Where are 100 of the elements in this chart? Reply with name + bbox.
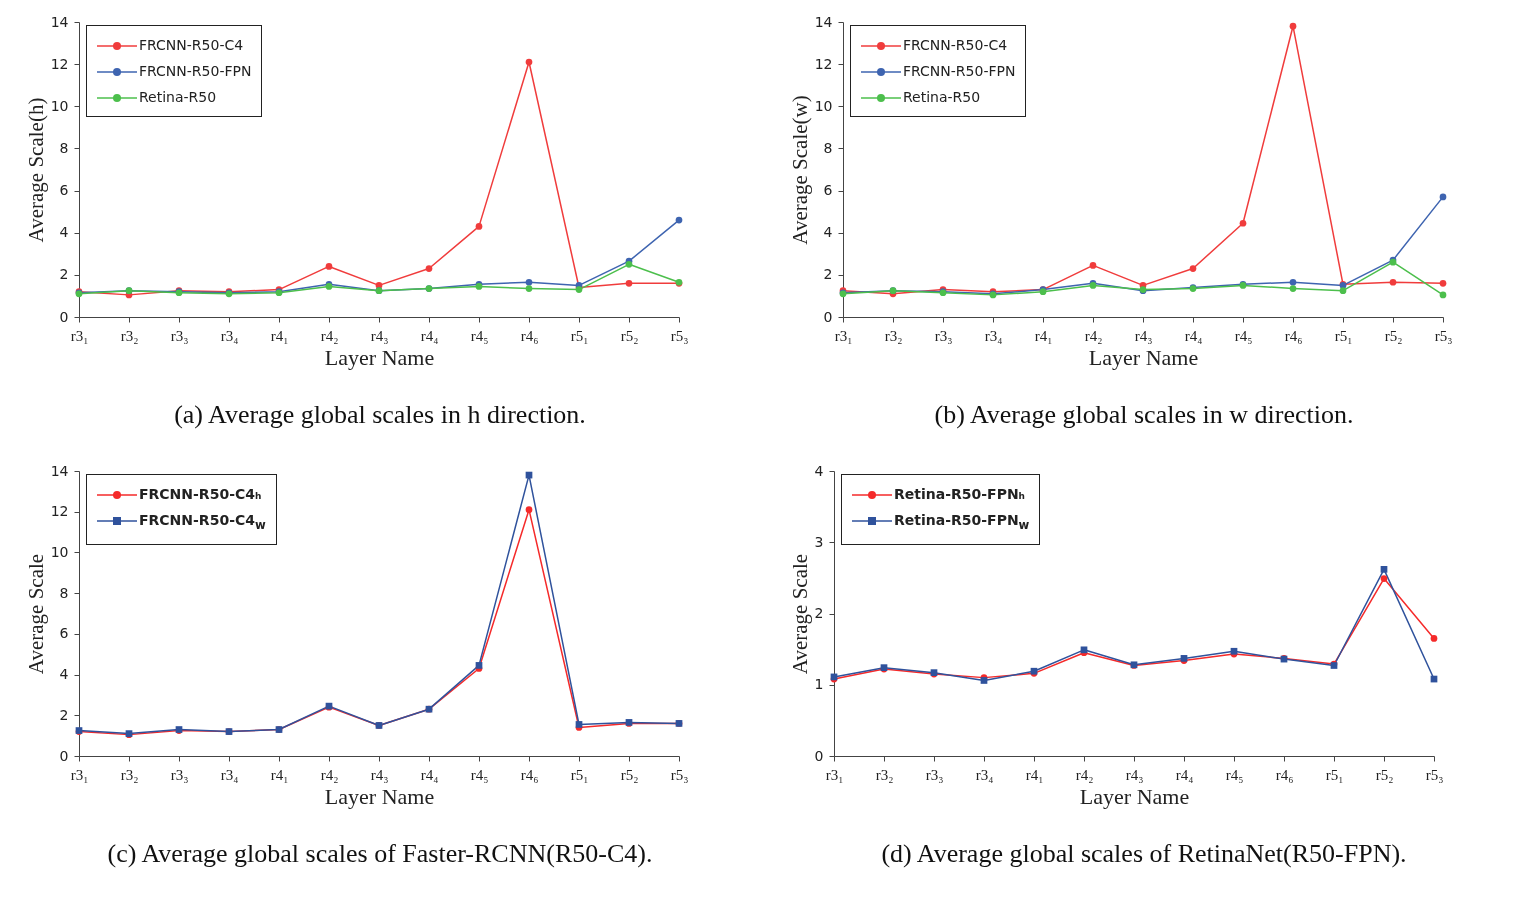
y-tick-label: 4 bbox=[814, 462, 824, 479]
y-tick-label: 14 bbox=[50, 462, 69, 479]
x-tick-label: r5₂ bbox=[1384, 327, 1403, 344]
y-tick-label: 2 bbox=[59, 706, 69, 723]
y-tick-label: 8 bbox=[59, 584, 69, 601]
y-tick-label: 4 bbox=[59, 224, 69, 241]
x-tick-label: r5₃ bbox=[1425, 766, 1444, 783]
y-tick-label: 6 bbox=[59, 182, 69, 199]
x-axis-title: Layer Name bbox=[324, 783, 435, 809]
y-tick-label: 0 bbox=[59, 308, 69, 325]
y-tick-label: 8 bbox=[59, 139, 69, 156]
x-tick-label: r3₃ bbox=[170, 327, 189, 344]
x-tick-label: r3₃ bbox=[170, 766, 189, 783]
x-tick-label: r4₅ bbox=[1225, 766, 1244, 783]
x-tick-label: r5₁ bbox=[1325, 766, 1344, 783]
x-tick-label: r4₆ bbox=[1284, 327, 1303, 344]
y-tick-label: 1 bbox=[814, 676, 824, 693]
x-tick-label: r4₄ bbox=[1184, 327, 1203, 344]
legend-label: Retina-R50 bbox=[903, 89, 981, 105]
x-tick-label: r3₃ bbox=[925, 766, 944, 783]
y-tick-label: 4 bbox=[823, 224, 833, 241]
y-tick-label: 14 bbox=[50, 13, 69, 30]
x-tick-label: r3₁ bbox=[825, 766, 844, 783]
y-tick-label: 10 bbox=[50, 543, 69, 560]
y-tick-label: 12 bbox=[50, 503, 69, 520]
y-tick-label: 10 bbox=[50, 97, 69, 114]
y-axis-title: Average Scale bbox=[787, 553, 812, 675]
y-tick-label: 12 bbox=[814, 55, 833, 72]
x-tick-label: r5₂ bbox=[1375, 766, 1394, 783]
text: (b) Average global scales in w direction. bbox=[933, 400, 1355, 430]
y-tick-label: 2 bbox=[59, 266, 69, 283]
x-tick-label: r4₆ bbox=[520, 327, 539, 344]
text: (a) Average global scales in h direction. bbox=[173, 400, 587, 430]
x-tick-label: r5₁ bbox=[570, 327, 589, 344]
x-tick-label: r4₃ bbox=[370, 766, 389, 783]
y-tick-label: 0 bbox=[823, 308, 833, 325]
x-tick-label: r3₂ bbox=[875, 766, 894, 783]
y-tick-label: 2 bbox=[823, 266, 833, 283]
x-tick-label: r5₂ bbox=[620, 766, 639, 783]
x-tick-label: r5₃ bbox=[670, 327, 689, 344]
text: (d) Average global scales of RetinaNet(R50-FPN). bbox=[880, 839, 1408, 869]
legend-label: FRCNN-R50-C4$_{w}$ bbox=[139, 512, 266, 532]
x-axis-title: Layer Name bbox=[1079, 783, 1190, 809]
x-axis-title: Layer Name bbox=[1088, 344, 1199, 370]
x-tick-label: r4₁ bbox=[1034, 327, 1053, 344]
legend-label: FRCNN-R50-FPN bbox=[903, 63, 1016, 79]
legend-label: FRCNN-R50-C4ₕ bbox=[139, 486, 262, 502]
x-tick-label: r4₆ bbox=[1275, 766, 1294, 783]
y-tick-label: 3 bbox=[814, 533, 824, 550]
y-tick-label: 8 bbox=[823, 139, 833, 156]
x-tick-label: r3₁ bbox=[70, 766, 89, 783]
y-tick-label: 4 bbox=[59, 666, 69, 683]
y-axis-title: Average Scale(h) bbox=[23, 97, 48, 243]
x-tick-label: r4₄ bbox=[1175, 766, 1194, 783]
x-tick-label: r5₃ bbox=[670, 766, 689, 783]
y-tick-label: 6 bbox=[823, 182, 833, 199]
x-tick-label: r4₅ bbox=[470, 766, 489, 783]
x-tick-label: r3₄ bbox=[220, 766, 239, 783]
x-tick-label: r4₂ bbox=[1084, 327, 1103, 344]
x-tick-label: r4₁ bbox=[270, 327, 289, 344]
text: (c) Average global scales of Faster-RCNN(R50-C4). bbox=[106, 839, 654, 869]
y-axis-title: Average Scale(w) bbox=[787, 95, 812, 245]
y-tick-label: 10 bbox=[814, 97, 833, 114]
x-tick-label: r3₁ bbox=[70, 327, 89, 344]
x-tick-label: r4₂ bbox=[320, 766, 339, 783]
x-tick-label: r4₄ bbox=[420, 327, 439, 344]
legend-label: Retina-R50 bbox=[139, 89, 217, 105]
y-axis-title: Average Scale bbox=[23, 553, 48, 675]
x-tick-label: r4₄ bbox=[420, 766, 439, 783]
x-tick-label: r3₄ bbox=[975, 766, 994, 783]
x-tick-label: r4₂ bbox=[320, 327, 339, 344]
legend-label: FRCNN-R50-C4 bbox=[139, 37, 244, 53]
legend-label: FRCNN-R50-FPN bbox=[139, 63, 252, 79]
x-tick-label: r4₅ bbox=[470, 327, 489, 344]
x-tick-label: r5₁ bbox=[1334, 327, 1353, 344]
x-tick-label: r4₅ bbox=[1234, 327, 1253, 344]
y-tick-label: 6 bbox=[59, 625, 69, 642]
y-tick-label: 2 bbox=[814, 605, 824, 621]
x-tick-label: r3₂ bbox=[120, 327, 139, 344]
x-tick-label: r3₂ bbox=[120, 766, 139, 783]
x-tick-label: r5₁ bbox=[570, 766, 589, 783]
x-tick-label: r4₁ bbox=[270, 766, 289, 783]
x-tick-label: r4₃ bbox=[370, 327, 389, 344]
legend-label: FRCNN-R50-C4 bbox=[903, 37, 1008, 53]
x-tick-label: r5₃ bbox=[1434, 327, 1453, 344]
y-tick-label: 0 bbox=[59, 747, 69, 764]
x-tick-label: r3₂ bbox=[884, 327, 903, 344]
x-tick-label: r5₂ bbox=[620, 327, 639, 344]
x-tick-label: r4₃ bbox=[1134, 327, 1153, 344]
legend-label: Retina-R50-FPNₕ bbox=[894, 486, 1025, 502]
y-tick-label: 0 bbox=[814, 747, 824, 764]
x-tick-label: r4₆ bbox=[520, 766, 539, 783]
y-tick-label: 14 bbox=[814, 13, 833, 30]
x-tick-label: r3₃ bbox=[934, 327, 953, 344]
x-tick-label: r3₁ bbox=[834, 327, 853, 344]
y-tick-label: 12 bbox=[50, 55, 69, 72]
x-tick-label: r4₂ bbox=[1075, 766, 1094, 783]
legend-label: Retina-R50-FPN$_{w}$ bbox=[894, 512, 1030, 532]
x-tick-label: r3₄ bbox=[220, 327, 239, 344]
x-tick-label: r4₃ bbox=[1125, 766, 1144, 783]
